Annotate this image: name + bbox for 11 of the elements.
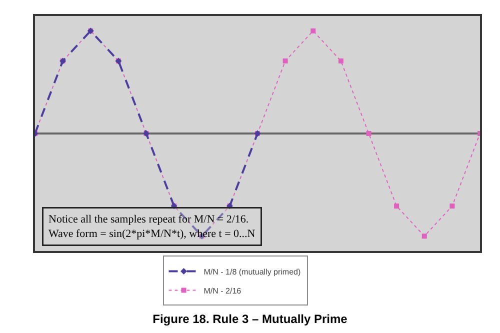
legend-label: M/N - 2/16 <box>204 286 242 296</box>
point <box>422 234 427 239</box>
point <box>394 204 400 209</box>
point <box>310 28 316 34</box>
point <box>338 58 344 64</box>
legend-label: M/N - 1/8 (mutually primed) <box>204 267 301 276</box>
point <box>282 58 288 64</box>
text: Figure 18. Rule 3 – Mutually Prime <box>152 312 348 326</box>
annotation: Notice all the samples repeat for M/N = 2/16. Wave form = sin(2*pi*M/N*t), where t = 0...N <box>48 214 256 240</box>
point <box>366 131 372 136</box>
point <box>450 204 455 209</box>
